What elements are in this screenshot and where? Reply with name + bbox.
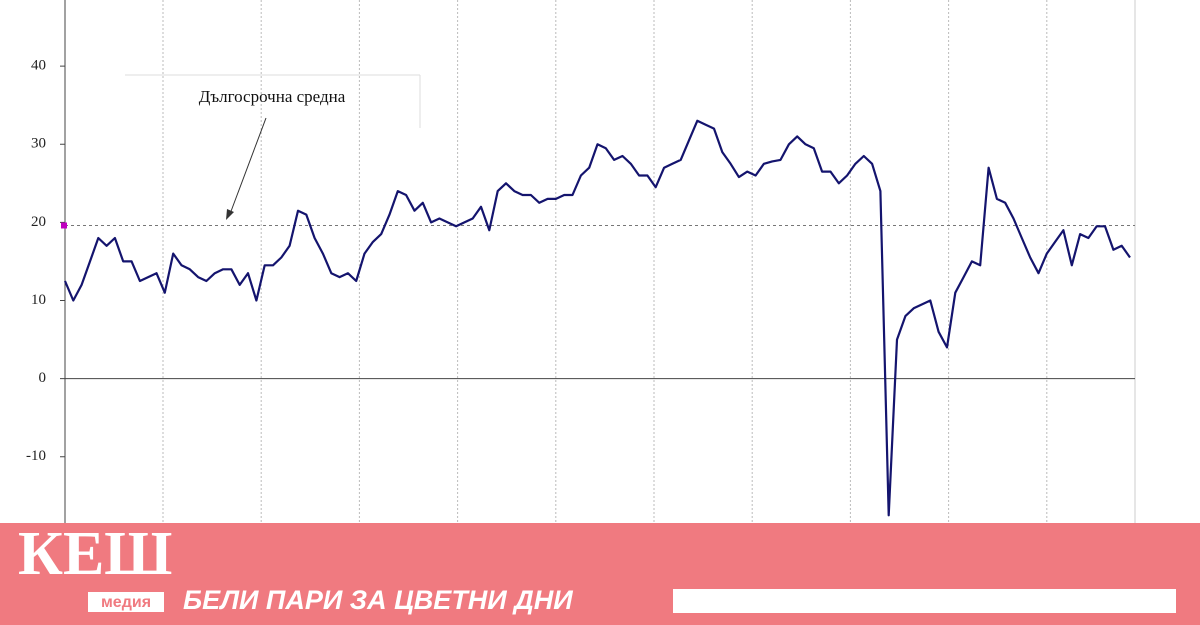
y-tick-label: 40	[31, 58, 46, 74]
annotation-arrow	[229, 117, 267, 215]
slogan: БЕЛИ ПАРИ ЗА ЦВЕТНИ ДНИ	[183, 585, 573, 615]
y-tick-label: 10	[31, 292, 46, 308]
y-tick-label: 20	[31, 214, 46, 230]
reference-marker	[61, 222, 67, 229]
reference-label: Дългосрочна средна	[199, 87, 346, 106]
series-line	[63, 119, 1131, 517]
y-tick-label: 30	[31, 136, 46, 152]
slogan-bar	[673, 589, 1176, 613]
logo-sub-box	[88, 592, 164, 612]
y-tick-label: -10	[26, 448, 46, 464]
logo-sub: медия	[101, 594, 151, 611]
y-tick-label: 0	[39, 370, 47, 386]
annotation-arrowhead	[226, 209, 234, 220]
logo: КЕШ	[18, 520, 172, 588]
